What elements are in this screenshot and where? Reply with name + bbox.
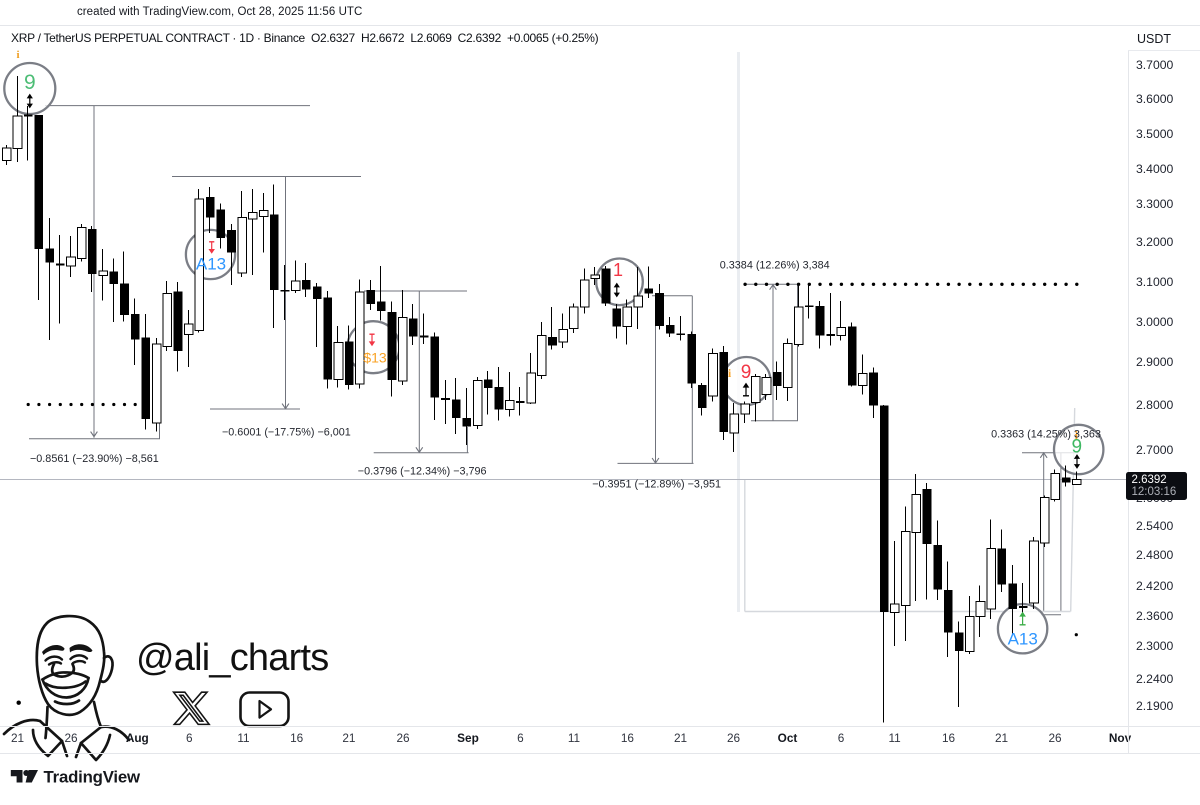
svg-text:TradingView: TradingView	[44, 768, 141, 787]
svg-text:0.3363 (14.25%) 3,363: 0.3363 (14.25%) 3,363	[991, 429, 1101, 441]
svg-text:−0.3796 (−12.34%) −3,796: −0.3796 (−12.34%) −3,796	[358, 466, 487, 478]
svg-text:1: 1	[613, 260, 623, 280]
svg-text:−0.6001 (−17.75%) −6,001: −0.6001 (−17.75%) −6,001	[222, 427, 351, 439]
svg-text:A13: A13	[196, 255, 226, 274]
svg-text:A13: A13	[1008, 630, 1038, 649]
svg-text:0.3384 (12.26%) 3,384: 0.3384 (12.26%) 3,384	[720, 260, 830, 272]
svg-text:i: i	[1074, 428, 1078, 443]
svg-text:−0.8561 (−23.90%) −8,561: −0.8561 (−23.90%) −8,561	[30, 453, 159, 465]
svg-text:9: 9	[741, 362, 752, 383]
svg-text:i: i	[728, 366, 732, 380]
svg-text:9: 9	[24, 71, 36, 94]
svg-text:−0.3951 (−12.89%) −3,951: −0.3951 (−12.89%) −3,951	[592, 479, 721, 491]
svg-text:$13: $13	[363, 350, 387, 366]
svg-text:9: 9	[1072, 437, 1083, 458]
